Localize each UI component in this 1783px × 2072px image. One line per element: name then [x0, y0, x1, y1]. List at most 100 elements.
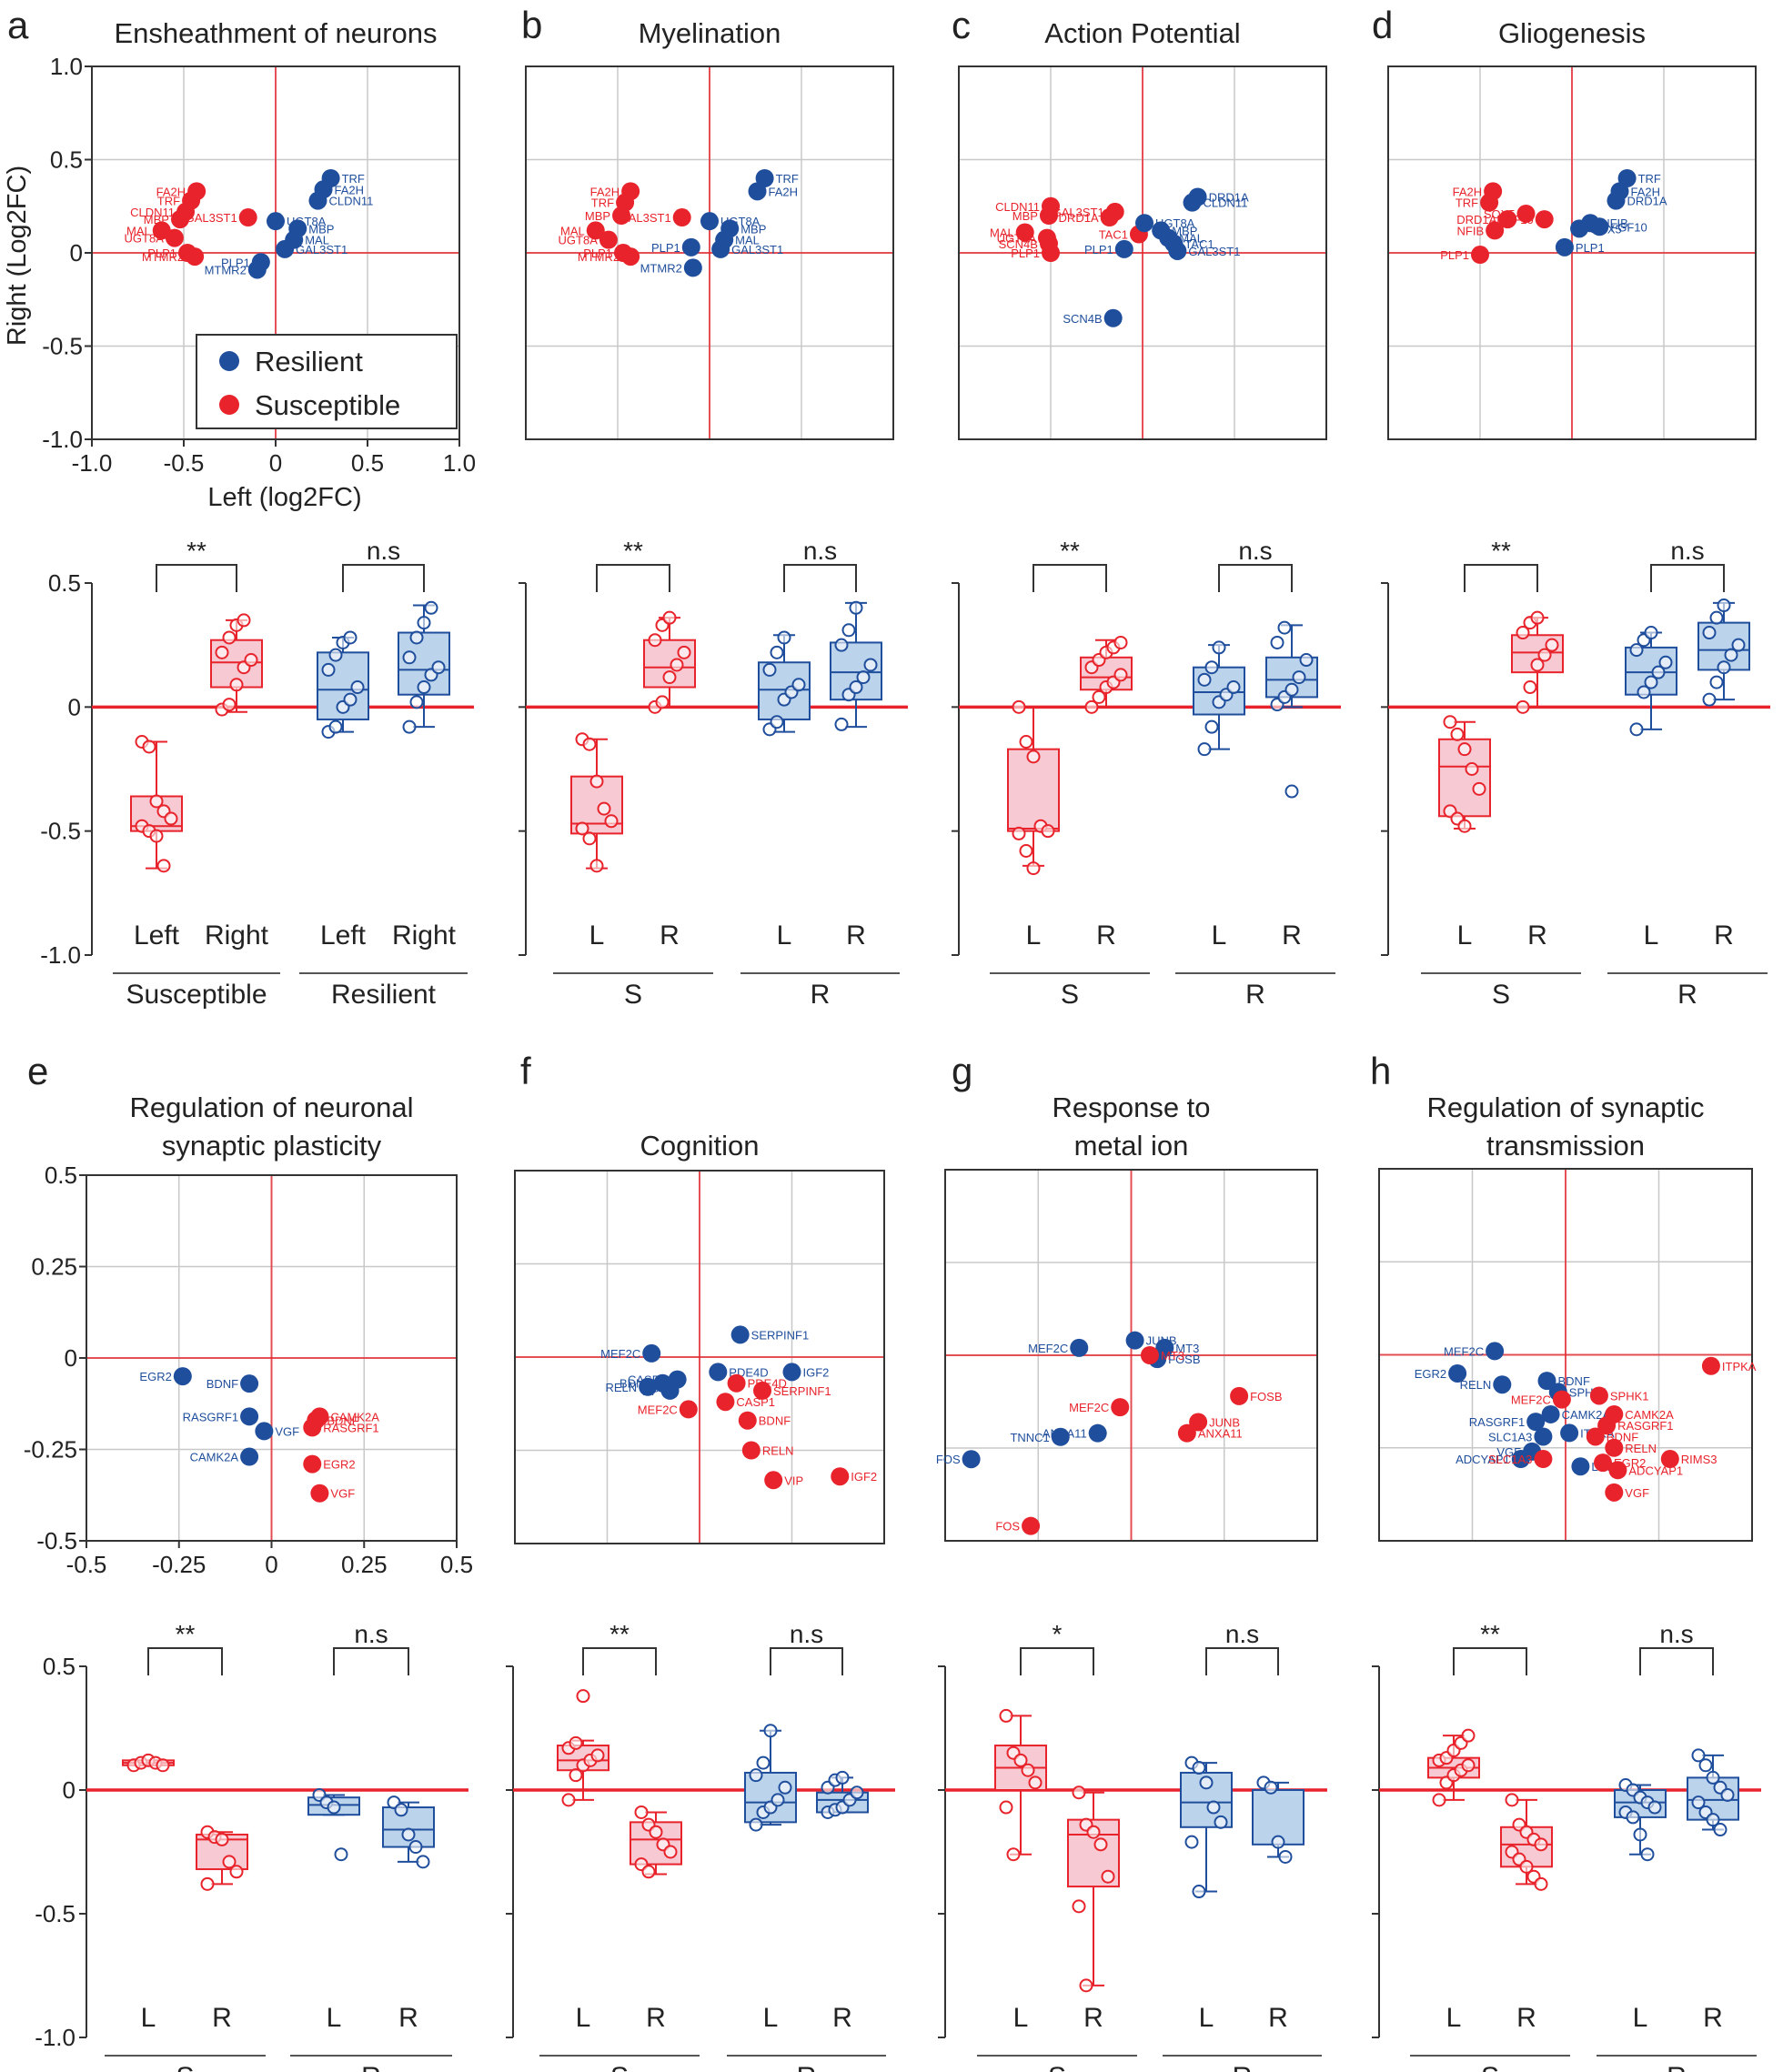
- box-point: [1021, 1763, 1035, 1777]
- gene-label: RELN: [1625, 1442, 1657, 1455]
- gene-label: CAMK2A: [1562, 1408, 1611, 1422]
- box-point: [1644, 626, 1658, 640]
- box-point: [1651, 665, 1666, 679]
- significance-label: n.s: [803, 537, 837, 565]
- box-point: [649, 1825, 663, 1839]
- box-point: [156, 859, 171, 873]
- x-tick-label: -0.25: [152, 1551, 206, 1578]
- significance-bracket: [342, 564, 425, 592]
- category-label: L: [1212, 920, 1227, 951]
- box-point: [343, 692, 358, 707]
- category-label: L: [327, 2003, 342, 2033]
- gene-label: MEF2C: [638, 1403, 678, 1416]
- significance-bracket: [1639, 1647, 1714, 1675]
- box-point: [1713, 1823, 1728, 1837]
- gene-label: MBP: [1172, 224, 1197, 237]
- scatter-point-resilient: [1541, 1404, 1560, 1423]
- gene-label: TAC1: [1184, 237, 1214, 251]
- scatter-point-resilient: [247, 260, 267, 279]
- box-point: [1658, 655, 1673, 669]
- significance-label: **: [186, 537, 207, 565]
- x-tick-label: 0: [265, 1551, 277, 1578]
- category-label: R: [646, 2003, 666, 2033]
- gene-label: FOSB: [1168, 1353, 1200, 1366]
- x-tick-label: 0: [269, 449, 282, 477]
- gene-label: CAMK2A: [330, 1410, 379, 1423]
- gene-label: MAL: [560, 224, 585, 237]
- box-point: [778, 1780, 792, 1795]
- gene-label: UGT8A: [997, 232, 1037, 246]
- box-point: [1647, 1800, 1662, 1815]
- scatter-title: transmission: [1486, 1130, 1645, 1162]
- scatter-point-susceptible: [1589, 1386, 1608, 1405]
- gene-label: FOS: [936, 1453, 961, 1466]
- significance-label: *: [1053, 1620, 1063, 1648]
- gene-label: SCN4B: [999, 237, 1038, 251]
- box-point: [1101, 1869, 1115, 1884]
- gene-label: ITPKA: [1722, 1360, 1757, 1373]
- gene-label: CLDN11: [1204, 196, 1248, 210]
- gene-label: PLP1: [147, 246, 176, 260]
- scatter-point-resilient: [1486, 1342, 1505, 1361]
- scatter-panel-d: GliogenesisFA2HTRFSOX5DRD1ANFIBFGF10PLP1…: [1387, 17, 1757, 440]
- box-point: [576, 1689, 590, 1704]
- box-point: [1206, 1800, 1221, 1815]
- gene-label: MEF2C: [600, 1347, 640, 1361]
- scatter-point-susceptible: [1022, 1516, 1041, 1535]
- group-label: S: [1492, 980, 1510, 1010]
- box-point: [777, 630, 791, 645]
- box-point: [431, 660, 446, 675]
- gene-label: MAL: [1179, 232, 1204, 246]
- x-tick-label: -0.5: [164, 449, 205, 477]
- scatter-point-susceptible: [170, 210, 189, 229]
- gene-label: GAL3ST1: [620, 211, 671, 225]
- box-point: [590, 1748, 605, 1763]
- scatter-point-susceptible: [1039, 206, 1058, 225]
- scatter-point-resilient: [711, 239, 730, 258]
- scatter-point-resilient: [255, 1422, 274, 1441]
- gene-label: GAL3ST1: [296, 243, 348, 256]
- gene-label: MBP: [1012, 209, 1038, 223]
- category-label: Right: [392, 920, 457, 951]
- scatter-panel-f: CognitionSERPINF1MEF2CIGF2PDE4DCASP1BDNF…: [514, 1130, 885, 1544]
- gene-label: FGF10: [1496, 213, 1533, 226]
- scatter-point-susceptible: [741, 1441, 761, 1460]
- box-point: [850, 1785, 864, 1800]
- scatter-point-resilient: [730, 1325, 750, 1344]
- scatter-point-resilient: [1135, 214, 1154, 233]
- gene-label: ADCYAP1: [1628, 1463, 1683, 1477]
- gene-label: FOSB: [1250, 1390, 1282, 1403]
- scatter-point-susceptible: [1535, 210, 1554, 229]
- significance-label: **: [1480, 1620, 1500, 1648]
- gene-label: SLC1A3: [1488, 1430, 1532, 1443]
- y-tick-label: -1.0: [40, 941, 81, 969]
- scatter-point-susceptible: [1597, 1416, 1617, 1435]
- gene-label: BDNF: [759, 1414, 791, 1428]
- box-point: [1012, 699, 1026, 714]
- box-panel-f: L R L R S R ** n.s: [506, 1620, 895, 2072]
- legend-resilient-label: Resilient: [255, 346, 363, 377]
- box-point: [1086, 1825, 1101, 1839]
- gene-label: BDNF: [207, 1377, 238, 1391]
- box-point: [149, 794, 164, 809]
- gene-label: NFIB: [1457, 224, 1485, 237]
- category-label: Left: [134, 920, 180, 951]
- scatter-point-susceptible: [1498, 210, 1517, 229]
- box-point: [409, 630, 424, 645]
- gene-label: CLDN11: [328, 195, 373, 208]
- group-label: S: [1481, 2062, 1499, 2072]
- box-point: [575, 821, 589, 836]
- significance-bracket: [1453, 1647, 1527, 1675]
- box-point: [582, 737, 597, 751]
- box-point: [215, 645, 229, 659]
- scatter-point-susceptible: [165, 228, 184, 247]
- scatter-title: Myelination: [639, 17, 781, 49]
- box-point: [229, 678, 244, 692]
- box-point: [1717, 660, 1731, 675]
- box-point: [1041, 824, 1055, 839]
- gene-label: SLC1A3: [1488, 1453, 1532, 1466]
- category-label: L: [141, 2003, 156, 2033]
- significance-bracket: [1205, 1647, 1279, 1675]
- gene-label: RASGRF1: [1469, 1415, 1525, 1429]
- scatter-point-susceptible: [1015, 223, 1034, 242]
